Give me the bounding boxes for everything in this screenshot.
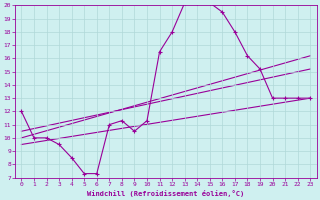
X-axis label: Windchill (Refroidissement éolien,°C): Windchill (Refroidissement éolien,°C) [87,190,244,197]
